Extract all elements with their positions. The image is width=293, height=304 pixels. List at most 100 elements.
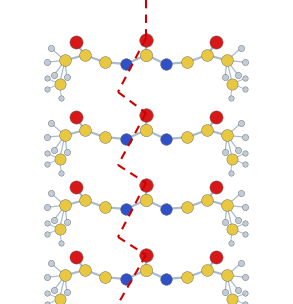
Point [102, 205, 107, 210]
Point [124, 62, 129, 67]
Point [64, 74, 69, 79]
Point [52, 287, 57, 292]
Point [214, 255, 219, 260]
Point [48, 190, 53, 195]
Point [239, 45, 244, 50]
Point [243, 205, 247, 210]
Point [45, 221, 49, 226]
Point [45, 76, 49, 81]
Point [225, 203, 229, 208]
Point [57, 296, 62, 301]
Point [63, 133, 67, 138]
Point [223, 219, 228, 224]
Point [45, 162, 49, 167]
Point [163, 207, 168, 212]
Point [230, 81, 235, 86]
Point [228, 96, 233, 101]
Point [243, 135, 247, 140]
Point [185, 275, 190, 280]
Point [144, 112, 148, 117]
Point [45, 205, 49, 210]
Point [205, 53, 209, 57]
Point [48, 120, 53, 125]
Point [228, 171, 233, 176]
Point [239, 120, 244, 125]
Point [163, 277, 168, 282]
Point [243, 60, 247, 65]
Point [45, 302, 49, 304]
Point [45, 275, 49, 280]
Point [225, 58, 229, 63]
Point [57, 156, 62, 161]
Point [124, 136, 129, 141]
Point [243, 151, 247, 156]
Point [223, 289, 228, 294]
Point [45, 60, 49, 65]
Point [223, 74, 228, 79]
Point [243, 221, 247, 226]
Point [243, 76, 247, 81]
Point [59, 171, 64, 176]
Point [225, 273, 229, 278]
Point [124, 277, 129, 282]
Point [144, 53, 148, 57]
Point [59, 241, 64, 246]
Point [163, 136, 168, 141]
Point [45, 151, 49, 156]
Point [205, 128, 209, 133]
Point [214, 115, 219, 120]
Point [243, 87, 247, 92]
Point [243, 232, 247, 237]
Point [243, 275, 247, 280]
Point [102, 135, 107, 140]
Point [45, 232, 49, 237]
Point [144, 252, 148, 257]
Point [239, 190, 244, 195]
Point [214, 185, 219, 190]
Point [144, 182, 148, 187]
Point [52, 147, 57, 152]
Point [236, 217, 240, 222]
Point [223, 149, 228, 154]
Point [205, 268, 209, 272]
Point [236, 72, 240, 77]
Point [144, 128, 148, 133]
Point [82, 53, 87, 57]
Point [243, 302, 247, 304]
Point [63, 273, 67, 278]
Point [74, 115, 78, 120]
Point [82, 268, 87, 272]
Point [57, 81, 62, 86]
Point [102, 275, 107, 280]
Point [185, 135, 190, 140]
Point [74, 255, 78, 260]
Point [45, 87, 49, 92]
Point [63, 58, 67, 63]
Point [64, 289, 69, 294]
Point [82, 198, 87, 202]
Point [64, 219, 69, 224]
Point [236, 147, 240, 152]
Point [205, 198, 209, 202]
Point [185, 60, 190, 65]
Point [82, 128, 87, 133]
Point [48, 260, 53, 265]
Point [144, 198, 148, 202]
Point [230, 226, 235, 231]
Point [45, 291, 49, 296]
Point [230, 156, 235, 161]
Point [228, 241, 233, 246]
Point [163, 62, 168, 67]
Point [57, 226, 62, 231]
Point [225, 133, 229, 138]
Point [243, 291, 247, 296]
Point [236, 287, 240, 292]
Point [63, 203, 67, 208]
Point [239, 260, 244, 265]
Point [144, 268, 148, 272]
Point [230, 296, 235, 301]
Point [74, 185, 78, 190]
Point [124, 207, 129, 212]
Point [214, 40, 219, 45]
Point [52, 217, 57, 222]
